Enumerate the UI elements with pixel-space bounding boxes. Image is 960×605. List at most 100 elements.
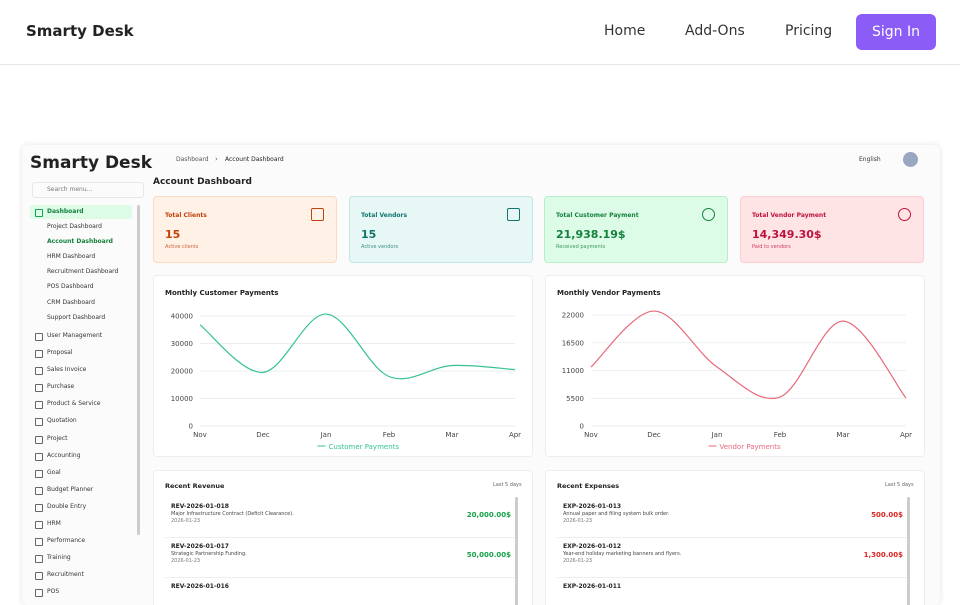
x-tick-label: Feb — [383, 431, 396, 439]
sidebar-icon — [35, 555, 43, 564]
chart-panel — [545, 275, 925, 457]
sidebar-scrollbar — [137, 205, 140, 535]
entry-date: 2026-01-23 — [563, 558, 593, 564]
stat-card — [349, 196, 533, 263]
sidebar-subitem[interactable]: Project Dashboard — [47, 222, 102, 230]
sidebar-item[interactable]: Budget Planner — [47, 485, 94, 493]
stat-card — [740, 196, 924, 263]
sidebar-subitem[interactable]: Account Dashboard — [47, 237, 113, 245]
sidebar-item[interactable]: Purchase — [47, 383, 75, 391]
card-icon — [898, 208, 911, 221]
sidebar-item[interactable]: Product & Service — [47, 400, 101, 408]
sidebar-item[interactable]: Performance — [47, 537, 86, 545]
breadcrumb[interactable]: Dashboard — [176, 156, 209, 163]
sidebar-item[interactable]: Proposal — [47, 349, 73, 356]
sidebar-icon — [35, 452, 43, 461]
y-tick-label: 22000 — [562, 312, 584, 320]
entry-amount: 500.00$ — [871, 511, 903, 519]
nav-link[interactable]: Pricing — [785, 23, 833, 39]
entry-id[interactable]: EXP-2026-01-012 — [563, 543, 622, 550]
sidebar-item[interactable]: Dashboard — [47, 208, 84, 215]
entry-id[interactable]: REV-2026-01-016 — [171, 583, 229, 590]
line-chart: Monthly Vendor Payments 0 5500 11000 16500 22… — [557, 289, 912, 451]
card-icon — [507, 208, 520, 221]
entry-id[interactable]: EXP-2026-01-011 — [563, 583, 622, 590]
entry-amount: 20,000.00$ — [466, 511, 511, 519]
stat-card — [544, 196, 728, 263]
top-bar — [0, 0, 960, 65]
entry-id[interactable]: REV-2026-01-017 — [171, 543, 229, 550]
logo[interactable]: Smarty Desk — [26, 22, 134, 40]
card-note: Active clients — [165, 244, 199, 250]
sidebar-subitem[interactable]: Recruitment Dashboard — [47, 268, 119, 276]
sidebar-item[interactable]: Sales Invoice — [47, 366, 87, 374]
dashboard-logo: Smarty Desk — [30, 153, 153, 173]
avatar[interactable] — [903, 152, 918, 167]
x-tick-label: Nov — [584, 431, 598, 439]
x-tick-label: Nov — [193, 431, 207, 439]
x-tick-label: Mar — [836, 431, 849, 439]
card-value: 15 — [165, 228, 181, 241]
breadcrumb: Account Dashboard — [225, 156, 284, 163]
entry-desc: Strategic Partnership Funding. — [171, 551, 247, 557]
card-icon — [311, 208, 324, 221]
entry-date: 2026-01-23 — [171, 518, 201, 524]
sidebar-item[interactable]: HRM — [47, 520, 61, 527]
sidebar-icon — [35, 589, 43, 598]
divider — [165, 577, 515, 578]
sidebar-item[interactable]: Double Entry — [47, 502, 87, 510]
language-select[interactable]: English — [859, 156, 881, 163]
sidebar-item[interactable]: User Management — [47, 331, 103, 339]
x-tick-label: Apr — [900, 431, 912, 439]
sidebar-subitem[interactable]: Support Dashboard — [47, 313, 106, 321]
sidebar-icon — [35, 486, 43, 495]
list-period: Last 5 days — [493, 482, 522, 488]
sidebar-item[interactable]: Accounting — [47, 451, 81, 459]
entry-amount: 1,300.00$ — [863, 551, 903, 559]
data-line — [199, 313, 516, 380]
x-tick-label: Jan — [711, 431, 723, 439]
card-title: Total Clients — [165, 212, 207, 219]
sidebar-item[interactable]: Goal — [47, 468, 61, 476]
search-box[interactable]: Search menu... — [32, 182, 144, 198]
card-title: Total Customer Payment — [556, 212, 639, 219]
nav-link[interactable]: Home — [604, 23, 646, 39]
entry-desc: Year-end holiday marketing banners and f… — [563, 551, 682, 557]
entry-id[interactable]: REV-2026-01-018 — [171, 503, 229, 510]
y-tick-label: 0 — [580, 423, 584, 431]
y-tick-label: 5500 — [566, 395, 584, 403]
sidebar-icon — [35, 418, 43, 427]
stat-card — [153, 196, 337, 263]
line-chart: Monthly Customer Payments 0 10000 20000 3000… — [165, 289, 521, 451]
sidebar-active — [30, 205, 132, 219]
sidebar-subitem[interactable]: POS Dashboard — [47, 283, 94, 291]
x-tick-label: Dec — [256, 431, 270, 439]
nav-link[interactable]: Add-Ons — [685, 23, 745, 39]
sidebar-icon — [35, 350, 43, 358]
divider — [165, 537, 515, 538]
sidebar-item[interactable]: Quotation — [47, 417, 77, 425]
sidebar-item[interactable]: Project — [47, 434, 68, 442]
list-title: Recent Revenue — [165, 482, 225, 490]
page-title: Account Dashboard — [153, 177, 252, 187]
legend-label: Customer Payments — [329, 443, 400, 451]
y-tick-label: 16500 — [562, 339, 584, 347]
y-tick-label: 40000 — [171, 313, 193, 321]
sidebar-subitem[interactable]: HRM Dashboard — [47, 252, 96, 260]
sidebar-item[interactable]: POS — [47, 588, 60, 596]
sidebar-item[interactable]: Recruitment — [47, 571, 84, 579]
sidebar-icon — [35, 572, 43, 581]
x-tick-label: Jan — [320, 431, 332, 439]
entry-id[interactable]: EXP-2026-01-013 — [563, 503, 622, 510]
sidebar-icon — [35, 538, 43, 547]
sidebar-icon — [35, 521, 43, 529]
sign-in-button[interactable]: Sign In — [856, 14, 936, 50]
sidebar-icon — [35, 367, 43, 376]
chart-title: Monthly Vendor Payments — [557, 289, 661, 297]
sidebar-subitem[interactable]: CRM Dashboard — [47, 298, 95, 306]
entry-date: 2026-01-23 — [563, 518, 593, 524]
card-title: Total Vendor Payment — [752, 212, 827, 219]
sidebar-item[interactable]: Training — [47, 554, 71, 562]
x-tick-label: Apr — [509, 431, 521, 439]
